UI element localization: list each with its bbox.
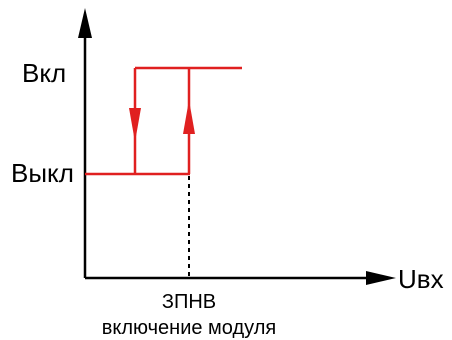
threshold-label-line2: включение модуля [102, 317, 276, 339]
x-axis-arrow [366, 271, 396, 285]
falling-edge-arrow [129, 108, 141, 142]
x-axis-label: Uвх [398, 264, 444, 294]
rising-edge-arrow [183, 100, 195, 134]
off-level-label: Выкл [11, 158, 74, 188]
hysteresis-curve [85, 66, 242, 176]
on-level-label: Вкл [22, 58, 66, 88]
threshold-label-line1: ЗПНВ [162, 291, 216, 313]
y-axis-arrow [78, 8, 92, 38]
